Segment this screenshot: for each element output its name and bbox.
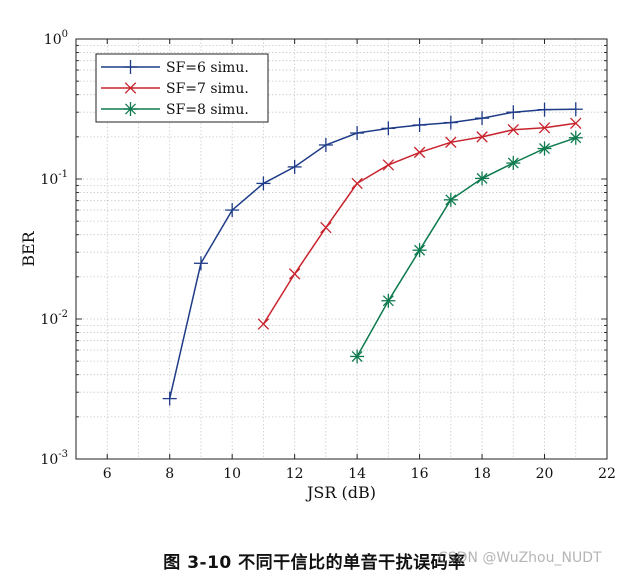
legend-item: SF=8 simu. — [101, 102, 249, 118]
x-axis-label: JSR (dB) — [305, 483, 376, 502]
marker-cross-b — [507, 123, 520, 136]
data-point — [382, 159, 395, 171]
data-point — [257, 318, 270, 330]
y-tick-label: 10-2 — [40, 309, 68, 328]
data-point — [381, 293, 396, 308]
axis-ticks: 6 8 10 12 14 16 18 20 22 100 10-1 10-2 10-3 — [40, 29, 615, 482]
series-layer — [162, 102, 583, 406]
data-point — [350, 126, 365, 141]
data-point — [538, 122, 551, 134]
axes-box — [75, 38, 608, 460]
watermark: CSDN @WuZhou_NUDT — [438, 550, 602, 566]
data-point — [568, 102, 583, 117]
data-point — [568, 130, 583, 145]
x-tick-label: 6 — [103, 466, 112, 482]
data-point — [506, 105, 521, 120]
data-point — [475, 111, 490, 126]
legend-item: SF=6 simu. — [101, 60, 249, 76]
x-tick-label: 10 — [223, 466, 241, 482]
y-tick-label: 100 — [44, 29, 68, 48]
x-tick-label: 20 — [536, 466, 554, 482]
marker-star-b — [476, 172, 488, 184]
legend: SF=6 simu. SF=7 simu. SF=8 simu. — [95, 53, 269, 123]
marker-star-b — [539, 143, 551, 155]
marker-star-b — [351, 350, 363, 362]
data-point — [506, 156, 521, 171]
marker-cross-b — [288, 268, 301, 280]
data-point — [570, 117, 582, 129]
data-point — [537, 141, 552, 156]
y-axis-label: BER — [19, 230, 38, 266]
marker-star-b — [445, 194, 457, 206]
data-point — [412, 118, 427, 133]
series-line — [168, 108, 576, 399]
data-point — [320, 221, 332, 234]
data-point — [287, 159, 302, 174]
data-point — [256, 176, 271, 191]
x-tick-label: 16 — [411, 466, 429, 482]
series-2 — [257, 117, 582, 330]
marker-star-b — [414, 244, 426, 256]
data-point — [225, 203, 240, 218]
series-line — [356, 137, 577, 357]
marker-cross-b — [320, 221, 332, 234]
data-point — [476, 131, 488, 143]
series-3 — [350, 130, 583, 364]
data-point — [351, 177, 363, 190]
x-tick-label: 12 — [286, 466, 304, 482]
y-tick-label: 10-3 — [40, 449, 68, 468]
data-point — [350, 349, 365, 364]
data-point — [381, 121, 396, 136]
marker-cross-b — [124, 82, 137, 94]
marker-star-b — [507, 157, 519, 169]
x-tick-label: 18 — [473, 466, 491, 482]
marker-cross-b — [538, 122, 551, 134]
y-tick-label: 10-1 — [40, 169, 68, 188]
marker-star-b — [382, 295, 394, 307]
data-point — [443, 115, 458, 130]
data-point — [318, 137, 333, 152]
data-point — [162, 391, 177, 406]
x-tick-label: 8 — [165, 466, 174, 482]
data-point — [288, 268, 301, 280]
legend-item: SF=7 simu. — [101, 81, 249, 97]
series-line — [262, 122, 576, 325]
marker-cross-b — [351, 177, 363, 190]
marker-cross-b — [570, 117, 582, 129]
data-point — [443, 192, 458, 207]
marker-cross-b — [476, 131, 488, 143]
data-point — [475, 171, 490, 186]
data-point — [412, 243, 427, 258]
marker-star-b — [570, 132, 582, 144]
x-tick-label: 14 — [348, 466, 366, 482]
data-point — [537, 102, 552, 117]
legend-label: SF=8 simu. — [166, 102, 249, 118]
data-point — [445, 136, 457, 148]
x-tick-label: 22 — [598, 466, 616, 482]
figure-caption: 图 3-10 不同干信比的单音干扰误码率 — [163, 553, 466, 573]
legend-label: SF=7 simu. — [166, 81, 249, 97]
data-point — [193, 256, 208, 271]
marker-cross-b — [257, 318, 270, 330]
marker-cross-b — [382, 159, 395, 171]
marker-cross-b — [413, 146, 426, 159]
series-1 — [162, 102, 583, 406]
marker-star-b — [125, 103, 136, 115]
data-point — [413, 146, 426, 159]
legend-label: SF=6 simu. — [166, 60, 249, 76]
marker-cross-b — [445, 136, 457, 148]
data-point — [507, 123, 520, 136]
